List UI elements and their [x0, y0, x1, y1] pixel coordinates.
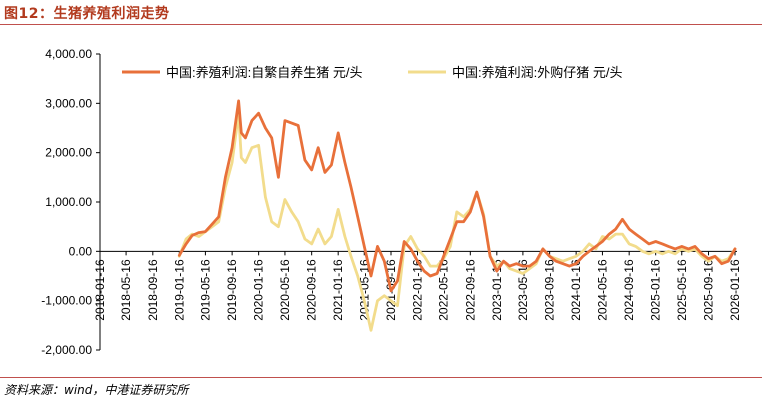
- x-tick-label: 2019-05-16: [198, 259, 212, 321]
- series-line-self-bred: [177, 99, 737, 293]
- legend-label: 中国:养殖利润:自繁自养生猪 元/头: [166, 65, 362, 80]
- y-tick-label: 1,000.00: [45, 195, 92, 209]
- y-tick-label: 3,000.00: [45, 96, 92, 110]
- x-tick-label: 2023-01-16: [490, 259, 504, 321]
- x-tick-label: 2025-05-16: [675, 259, 689, 321]
- x-tick-label: 2020-01-16: [252, 259, 266, 321]
- x-tick-label: 2026-01-16: [728, 259, 742, 321]
- source-divider: [0, 377, 762, 378]
- y-tick-label: -2,000.00: [41, 343, 92, 357]
- x-tick-label: 2024-05-16: [595, 259, 609, 321]
- title-divider: [0, 24, 762, 25]
- legend: 中国:养殖利润:自繁自养生猪 元/头 中国:养殖利润:外购仔猪 元/头: [122, 65, 622, 80]
- x-tick-label: 2024-09-16: [622, 259, 636, 321]
- x-tick-label: 2021-01-16: [331, 259, 345, 321]
- y-tick-label: 0.00: [69, 244, 93, 258]
- y-tick-label: 2,000.00: [45, 146, 92, 160]
- x-tick-label: 2019-01-16: [172, 259, 186, 321]
- chart-title: 图12：生猪养殖利润走势: [4, 6, 170, 22]
- legend-label: 中国:养殖利润:外购仔猪 元/头: [452, 65, 622, 80]
- x-tick-label: 2022-09-16: [463, 259, 477, 321]
- x-tick-label: 2018-09-16: [146, 259, 160, 321]
- x-tick-label: 2019-09-16: [225, 259, 239, 321]
- x-tick-label: 2025-01-16: [649, 259, 663, 321]
- x-tick-label: 2020-09-16: [305, 259, 319, 321]
- line-chart: 4,000.00 3,000.00 2,000.00 1,000.00 0.00 -1,0…: [41, 47, 742, 357]
- series-lines: [177, 99, 737, 332]
- source-note: 资料来源：wind，中港证券研究所: [4, 383, 189, 397]
- x-tick-label: 2022-05-16: [437, 259, 451, 321]
- x-tick-label: 2018-05-16: [119, 259, 133, 321]
- x-tick-label: 2023-05-16: [516, 259, 530, 321]
- x-axis: 2018-01-16 2018-05-16 2018-09-16 2019-01-16…: [93, 250, 742, 321]
- x-tick-label: 2024-01-16: [569, 259, 583, 321]
- x-tick-label: 2021-05-16: [357, 259, 371, 321]
- y-tick-label: 4,000.00: [45, 47, 92, 61]
- x-tick-label: 2025-09-16: [701, 259, 715, 321]
- x-tick-label: 2022-01-16: [411, 259, 425, 321]
- y-axis: 4,000.00 3,000.00 2,000.00 1,000.00 0.00 -1,0…: [41, 47, 101, 357]
- x-tick-label: 2020-05-16: [278, 259, 292, 321]
- x-tick-label: 2023-09-16: [543, 259, 557, 321]
- y-tick-label: -1,000.00: [41, 294, 92, 308]
- x-tick-label: 2018-01-16: [93, 259, 107, 321]
